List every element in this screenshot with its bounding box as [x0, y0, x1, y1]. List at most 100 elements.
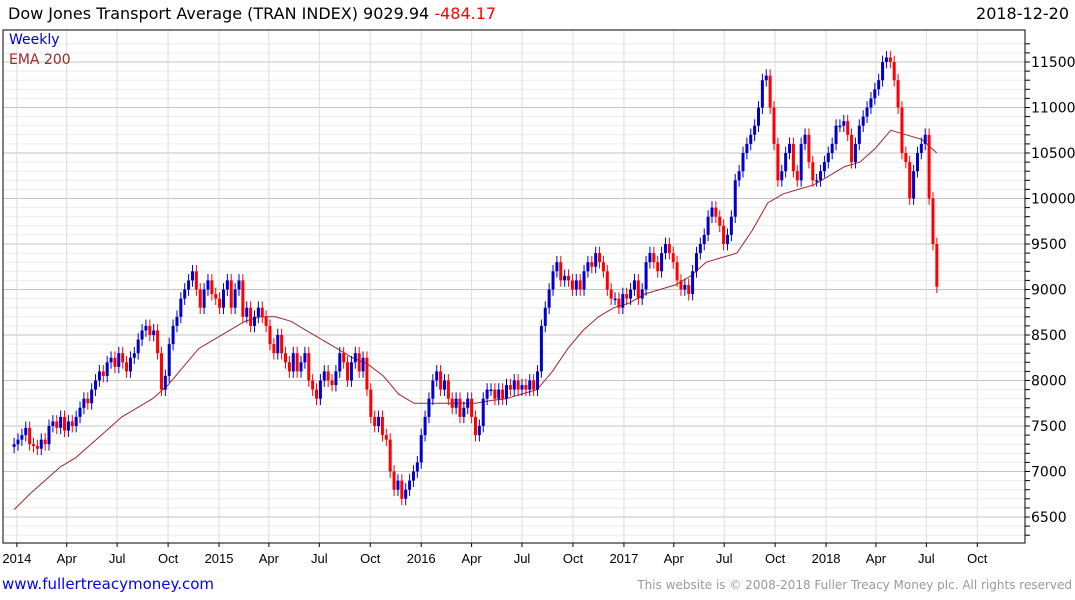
- candle-body: [718, 216, 722, 226]
- candle-body: [807, 134, 811, 163]
- chart-title: Dow Jones Transport Average (TRAN INDEX)…: [8, 4, 496, 23]
- y-tick-label: 6500: [1031, 510, 1067, 526]
- candle-body: [559, 262, 563, 281]
- candle-body: [229, 280, 233, 308]
- candle-body: [454, 398, 458, 408]
- x-tick-label: Oct: [967, 551, 988, 566]
- candle-body: [768, 75, 772, 108]
- candle-body: [915, 153, 919, 172]
- candle-body: [307, 353, 311, 381]
- x-tick-label: Oct: [360, 551, 381, 566]
- candle-body: [121, 353, 125, 363]
- candle-body: [605, 271, 609, 290]
- candle-body: [140, 330, 144, 340]
- candle-body: [299, 362, 303, 372]
- candle-body: [272, 344, 276, 354]
- candle-body: [536, 371, 540, 390]
- candle-body: [791, 143, 795, 172]
- candle-body: [815, 180, 819, 182]
- candle-body: [183, 289, 187, 299]
- candle-body: [683, 284, 687, 290]
- candle-body: [450, 398, 454, 408]
- candle-body: [210, 280, 214, 295]
- x-tick-label: 2014: [2, 551, 31, 566]
- candle-body: [159, 353, 163, 390]
- candle-body: [396, 480, 400, 490]
- candle-body: [353, 353, 357, 363]
- candle-body: [799, 143, 803, 181]
- candle-body: [276, 335, 280, 354]
- candle-body: [567, 275, 571, 281]
- candle-body: [594, 253, 598, 267]
- candle-body: [706, 216, 710, 235]
- x-tick-label: 2018: [812, 551, 841, 566]
- candle-body: [101, 371, 105, 376]
- candle-body: [671, 253, 675, 263]
- candle-body: [233, 289, 237, 308]
- candle-body: [516, 380, 520, 390]
- candle-body: [489, 389, 493, 392]
- candle-body: [877, 80, 881, 90]
- candle-body: [691, 271, 695, 295]
- candle-body: [722, 225, 726, 244]
- candle-body: [884, 57, 888, 62]
- candle-body: [741, 153, 745, 172]
- candle-body: [485, 389, 489, 399]
- candle-body: [342, 353, 346, 363]
- candle-body: [857, 125, 861, 144]
- candle-body: [28, 427, 32, 445]
- candle-body: [850, 134, 854, 163]
- candle-body: [109, 357, 113, 363]
- candle-body: [679, 280, 683, 290]
- candle-body: [202, 289, 206, 308]
- candle-body: [729, 216, 733, 235]
- candle-body: [423, 416, 427, 436]
- candle-body: [311, 380, 315, 390]
- candle-body: [280, 335, 284, 354]
- candle-body: [439, 371, 443, 390]
- chart-date: 2018-12-20: [976, 4, 1069, 23]
- candle-body: [547, 289, 551, 308]
- candle-body: [470, 398, 474, 417]
- y-tick-label: 11500: [1031, 55, 1075, 71]
- candle-body: [43, 439, 47, 445]
- candle-body: [39, 439, 43, 449]
- candle-body: [590, 262, 594, 267]
- candle-body: [63, 416, 67, 431]
- candle-body: [20, 435, 24, 440]
- candle-body: [543, 307, 547, 326]
- legend-period: Weekly: [9, 32, 60, 48]
- website-link[interactable]: www.fullertreacymoney.com: [2, 575, 215, 593]
- candle-body: [419, 435, 423, 463]
- candle-body: [249, 307, 253, 326]
- candle-body: [462, 407, 466, 417]
- candle-body: [187, 280, 191, 290]
- candle-body: [392, 471, 396, 490]
- candle-body: [834, 125, 838, 144]
- candle-body: [788, 143, 792, 153]
- candle-body: [923, 134, 927, 144]
- candle-body: [702, 234, 706, 244]
- candle-body: [873, 89, 877, 99]
- index-name: Dow Jones Transport Average (TRAN INDEX): [8, 4, 358, 23]
- candle-body: [578, 280, 582, 290]
- candle-body: [861, 116, 865, 126]
- candle-body: [846, 121, 850, 135]
- candle-body: [563, 275, 567, 281]
- y-tick-label: 9500: [1031, 237, 1067, 253]
- candle-body: [156, 330, 160, 354]
- candle-body: [206, 280, 210, 290]
- candle-body: [315, 389, 319, 399]
- candle-body: [334, 371, 338, 386]
- candle-body: [175, 316, 179, 326]
- candle-body: [411, 471, 415, 481]
- x-tick-label: Apr: [461, 551, 482, 566]
- copyright-text: This website is © 2008-2018 Fuller Treac…: [637, 578, 1072, 592]
- candle-body: [198, 289, 202, 308]
- y-tick-label: 10500: [1031, 146, 1075, 162]
- y-tick-label: 9000: [1031, 283, 1067, 299]
- candle-body: [221, 289, 225, 308]
- candle-body: [908, 162, 912, 199]
- candle-body: [598, 253, 602, 263]
